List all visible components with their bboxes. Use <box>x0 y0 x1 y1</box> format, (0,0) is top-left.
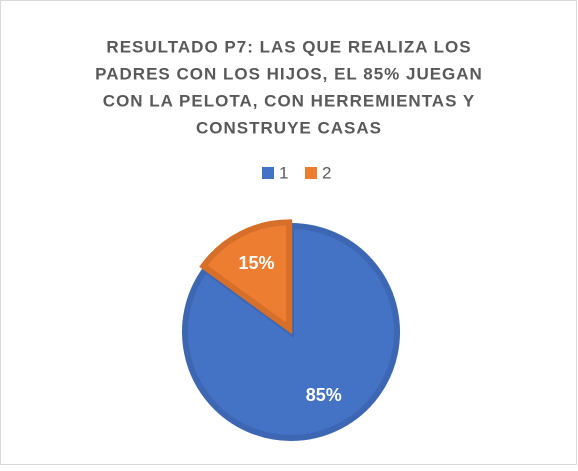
chart-title: CONSTRUYE CASAS <box>196 118 382 137</box>
pie-slice <box>199 219 293 335</box>
chart-title: PADRES CON LOS HIJOS, EL 85% JUEGAN <box>95 64 483 83</box>
chart-title: CON LA PELOTA, CON HERREMIENTAS Y <box>103 91 475 110</box>
chart-title: RESULTADO P7: LAS QUE REALIZA LOS <box>106 37 471 56</box>
legend-swatch <box>262 167 274 179</box>
legend-label: 2 <box>322 163 331 182</box>
legend-swatch <box>305 167 317 179</box>
data-label: 85% <box>306 385 342 405</box>
data-label: 15% <box>238 253 274 273</box>
legend-label: 1 <box>279 163 288 182</box>
